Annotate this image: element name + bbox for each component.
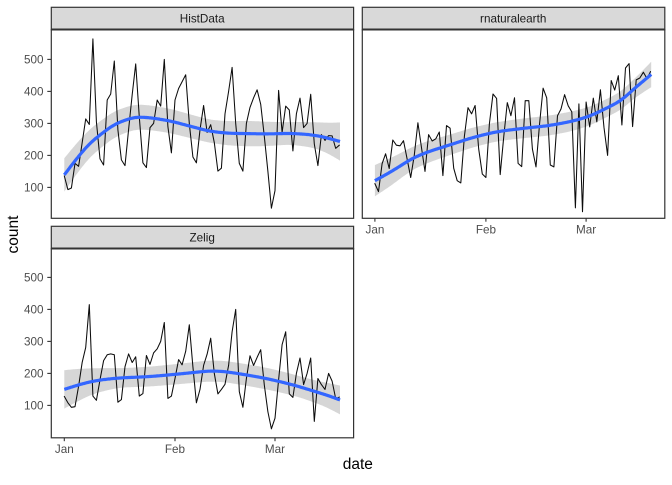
svg-text:300: 300 <box>24 118 44 131</box>
svg-text:Feb: Feb <box>165 443 186 456</box>
svg-text:500: 500 <box>24 54 44 67</box>
svg-text:HistData: HistData <box>180 12 225 25</box>
svg-text:Feb: Feb <box>476 224 497 237</box>
svg-text:date: date <box>343 456 373 473</box>
svg-text:Jan: Jan <box>365 224 384 237</box>
svg-text:400: 400 <box>24 304 44 317</box>
svg-text:100: 100 <box>24 400 44 413</box>
svg-text:Jan: Jan <box>55 443 74 456</box>
svg-text:400: 400 <box>24 86 44 99</box>
svg-text:100: 100 <box>24 182 44 195</box>
svg-text:200: 200 <box>24 368 44 381</box>
svg-text:count: count <box>5 215 22 254</box>
svg-text:300: 300 <box>24 336 44 349</box>
svg-text:rnaturalearth: rnaturalearth <box>480 12 546 25</box>
svg-text:200: 200 <box>24 150 44 163</box>
svg-text:Mar: Mar <box>265 443 285 456</box>
svg-text:500: 500 <box>24 272 44 285</box>
svg-text:Mar: Mar <box>576 224 596 237</box>
svg-text:Zelig: Zelig <box>190 231 215 244</box>
